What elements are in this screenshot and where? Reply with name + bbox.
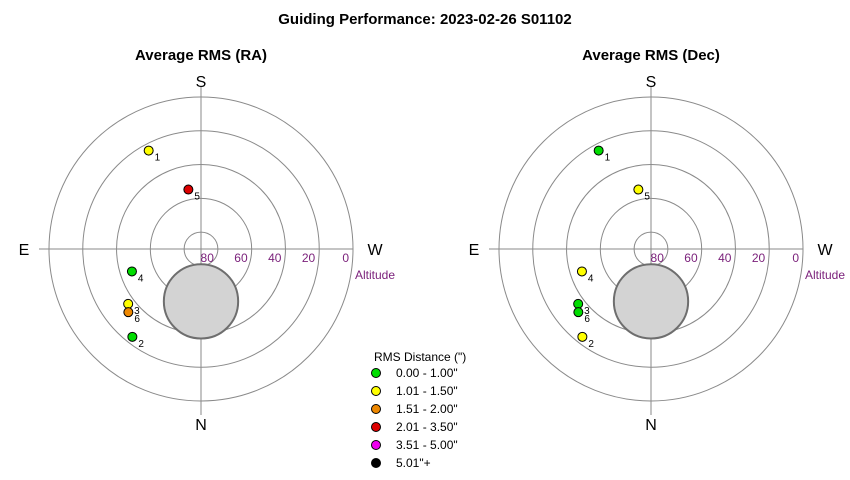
data-point-label-2: 2 bbox=[588, 339, 594, 350]
legend-label-1: 1.01 - 1.50" bbox=[396, 384, 458, 398]
data-point-4 bbox=[126, 266, 137, 277]
data-point-label-3: 3 bbox=[584, 306, 590, 317]
data-point-label-4: 4 bbox=[588, 273, 594, 284]
altitude-tick-0: 0 bbox=[792, 251, 799, 265]
compass-top: S bbox=[646, 74, 657, 91]
legend: RMS Distance (") 0.00 - 1.00" 1.01 - 1.50"… bbox=[371, 350, 466, 470]
data-point-6 bbox=[573, 307, 584, 318]
polar-plots: Average RMS (RA)SNE W80 60 40 20 0Altitude124… bbox=[19, 47, 846, 434]
legend-label-2: 1.51 - 2.00" bbox=[396, 402, 458, 416]
altitude-label: Altitude bbox=[355, 268, 395, 282]
data-point-label-6: 6 bbox=[134, 314, 140, 325]
legend-marker-4 bbox=[371, 440, 381, 450]
data-point-4 bbox=[576, 266, 587, 277]
data-point-label-3: 3 bbox=[134, 306, 140, 317]
data-point-label-6: 6 bbox=[584, 314, 590, 325]
legend-label-4: 3.51 - 5.00" bbox=[396, 438, 458, 452]
altitude-tick-60: 60 bbox=[684, 251, 698, 265]
legend-label-0: 0.00 - 1.00" bbox=[396, 366, 458, 380]
data-point-1 bbox=[143, 145, 154, 156]
figure-title: Guiding Performance: 2023-02-26 S01102 bbox=[278, 11, 571, 28]
shaded-region bbox=[612, 263, 690, 340]
altitude-tick-20: 20 bbox=[752, 251, 766, 265]
legend-marker-2 bbox=[371, 404, 381, 414]
legend-title: RMS Distance (") bbox=[374, 350, 466, 364]
polar-plot-dec: Average RMS (Dec) S N E W 80 60 40 20 0 Altitude 1 2… bbox=[469, 47, 846, 434]
data-point-label-5: 5 bbox=[194, 192, 200, 203]
plot-title: Average RMS (Dec) bbox=[582, 47, 720, 64]
data-point-2 bbox=[577, 331, 588, 342]
altitude-tick-60: 60 bbox=[234, 251, 248, 265]
data-point-3 bbox=[573, 298, 584, 309]
polar-plot-ra: Average RMS (RA) S N E W 80 60 40 20 0 Altitude 1 2 4… bbox=[19, 47, 396, 434]
data-point-label-5: 5 bbox=[644, 192, 650, 203]
compass-left: E bbox=[19, 242, 30, 259]
data-point-label-2: 2 bbox=[138, 339, 144, 350]
compass-bottom: N bbox=[645, 417, 657, 434]
data-point-label-1: 1 bbox=[605, 153, 611, 164]
compass-left: E bbox=[469, 242, 480, 259]
legend-marker-5 bbox=[371, 458, 381, 468]
data-point-3 bbox=[123, 298, 134, 309]
compass-top: S bbox=[196, 74, 207, 91]
altitude-tick-80: 80 bbox=[651, 251, 665, 265]
altitude-tick-40: 40 bbox=[718, 251, 732, 265]
data-point-label-1: 1 bbox=[155, 153, 161, 164]
plot-title: Average RMS (RA) bbox=[135, 47, 267, 64]
data-point-5 bbox=[633, 184, 644, 195]
altitude-label: Altitude bbox=[805, 268, 845, 282]
altitude-tick-0: 0 bbox=[342, 251, 349, 265]
compass-right: W bbox=[817, 242, 833, 259]
data-point-label-4: 4 bbox=[138, 273, 144, 284]
data-point-6 bbox=[123, 307, 134, 318]
compass-bottom: N bbox=[195, 417, 207, 434]
altitude-tick-40: 40 bbox=[268, 251, 282, 265]
data-point-5 bbox=[183, 184, 194, 195]
altitude-tick-80: 80 bbox=[201, 251, 215, 265]
data-point-2 bbox=[127, 331, 138, 342]
legend-label-3: 2.01 - 3.50" bbox=[396, 420, 458, 434]
altitude-tick-20: 20 bbox=[302, 251, 316, 265]
shaded-region bbox=[162, 263, 240, 340]
data-point-1 bbox=[593, 145, 604, 156]
legend-marker-3 bbox=[371, 422, 381, 432]
compass-right: W bbox=[367, 242, 383, 259]
legend-label-5: 5.01"+ bbox=[396, 456, 431, 470]
legend-marker-0 bbox=[371, 368, 381, 378]
legend-marker-1 bbox=[371, 386, 381, 396]
